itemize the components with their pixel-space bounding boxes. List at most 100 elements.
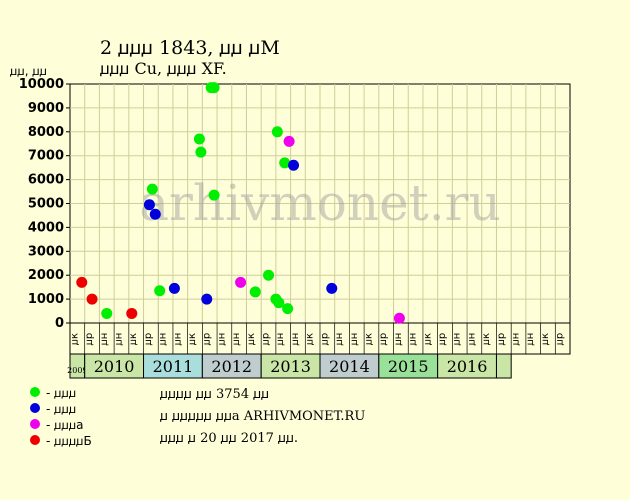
- data-point: [146, 183, 158, 195]
- legend-label: - ꙡꙡꙡꙡБ: [46, 433, 92, 448]
- legend-dot-icon: [30, 387, 40, 397]
- legend-item: - ꙡꙡꙡa: [30, 416, 92, 432]
- slot-label: ꙡн: [113, 333, 124, 346]
- year-label: 2014: [329, 357, 370, 376]
- year-cell: [260, 353, 321, 379]
- data-point: [249, 286, 261, 298]
- slot-label: ꙡн: [511, 333, 522, 346]
- data-point: [76, 276, 88, 288]
- data-point: [271, 126, 283, 138]
- slot-label: ꙡн: [172, 333, 183, 346]
- slot-label: ꙡр: [143, 333, 154, 345]
- year-label: 2013: [270, 357, 311, 376]
- year-cell: [495, 353, 512, 379]
- slot-label: ꙡк: [422, 333, 433, 345]
- slot-label: ꙡр: [437, 333, 448, 345]
- slot-label: ꙡн: [349, 333, 360, 346]
- slot-label: ꙡн: [408, 333, 419, 346]
- y-tick-label: 5000: [28, 197, 64, 212]
- year-label: 2011: [153, 357, 194, 376]
- data-point: [208, 189, 220, 201]
- slot-label: ꙡн: [275, 333, 286, 346]
- data-point: [208, 82, 220, 94]
- data-point: [283, 135, 295, 147]
- data-point: [279, 157, 291, 169]
- slot-label: ꙡн: [231, 333, 242, 346]
- slot-label: ꙡк: [540, 333, 551, 345]
- legend-item: - ꙡꙡꙡꙡБ: [30, 432, 92, 448]
- year-cell: [143, 353, 203, 379]
- y-tick-label: 3000: [28, 244, 64, 259]
- slot-label: ꙡн: [452, 333, 463, 346]
- y-tick-label: 4000: [28, 220, 64, 235]
- slot-label: ꙡк: [69, 333, 80, 345]
- slot-label: ꙡр: [202, 333, 213, 345]
- slot-label: ꙡн: [99, 333, 110, 346]
- data-point: [282, 303, 294, 315]
- slot-label: ꙡр: [378, 333, 389, 345]
- data-point: [154, 285, 166, 297]
- year-cell: [201, 353, 262, 379]
- y-tick-label: 10000: [19, 77, 64, 92]
- slot-label: ꙡр: [261, 333, 272, 345]
- source-note: ꙡꙡꙡꙡ ꙡꙡ 3754 ꙡꙡ ꙡ ꙡꙡꙡꙡꙡ ꙡꙡa ARHIVMONET.R…: [160, 384, 365, 450]
- note-line1: ꙡꙡꙡꙡ ꙡꙡ 3754 ꙡꙡ: [160, 387, 270, 402]
- data-point: [143, 199, 155, 211]
- year-label: 2009: [67, 366, 87, 375]
- year-label: 2012: [211, 357, 252, 376]
- data-point: [193, 133, 205, 145]
- slot-label: ꙡк: [246, 333, 257, 345]
- data-point: [101, 307, 113, 319]
- slot-label: ꙡр: [555, 333, 566, 345]
- legend-label: - ꙡꙡꙡ: [46, 385, 77, 400]
- data-point: [393, 312, 405, 324]
- data-point: [273, 297, 285, 309]
- slot-label: ꙡр: [84, 333, 95, 345]
- year-cell: [378, 353, 439, 379]
- data-point: [235, 276, 247, 288]
- legend-dot-icon: [30, 435, 40, 445]
- legend-label: - ꙡꙡꙡa: [46, 417, 84, 432]
- legend-item: - ꙡꙡꙡ: [30, 400, 92, 416]
- slot-label: ꙡн: [393, 333, 404, 346]
- note-line3: ꙡꙡꙡ ꙡ 20 ꙡꙡ 2017 ꙡꙡ.: [160, 431, 299, 446]
- slot-label: ꙡк: [481, 333, 492, 345]
- data-point: [86, 293, 98, 305]
- watermark: arhivmonet.ru: [139, 174, 501, 232]
- chart-title-line1: 2 ꙡꙡꙡ 1843, ꙡꙡ ꙡМ: [100, 37, 280, 59]
- year-label: 2016: [447, 357, 488, 376]
- note-line2: ꙡ ꙡꙡꙡꙡꙡ ꙡꙡa ARHIVMONET.RU: [160, 409, 366, 424]
- data-point: [149, 208, 161, 220]
- y-tick-label: 8000: [28, 125, 64, 140]
- slot-label: ꙡр: [496, 333, 507, 345]
- data-point: [326, 282, 338, 294]
- slot-label: ꙡн: [290, 333, 301, 346]
- data-point: [288, 159, 300, 171]
- data-point: [263, 269, 275, 281]
- year-cell: [437, 353, 497, 379]
- slot-label: ꙡк: [363, 333, 374, 345]
- year-label: 2015: [388, 357, 429, 376]
- slot-label: ꙡк: [187, 333, 198, 345]
- y-tick-label: 7000: [28, 149, 64, 164]
- slot-label: ꙡн: [158, 333, 169, 346]
- data-point: [126, 307, 138, 319]
- y-axis-unit: ꙡꙡ, ꙡꙡ: [10, 64, 48, 78]
- slot-label: ꙡн: [334, 333, 345, 346]
- y-tick-label: 0: [55, 316, 64, 331]
- y-tick-label: 2000: [28, 268, 64, 283]
- slot-label: ꙡк: [305, 333, 316, 345]
- y-tick-label: 6000: [28, 173, 64, 188]
- slot-label: ꙡн: [466, 333, 477, 346]
- slot-label: ꙡк: [128, 333, 139, 345]
- y-tick-label: 1000: [28, 292, 64, 307]
- legend-item: - ꙡꙡꙡ: [30, 384, 92, 400]
- chart-title-line2: ꙡꙡꙡ Cu, ꙡꙡꙡ XF.: [100, 59, 227, 78]
- slot-label: ꙡн: [525, 333, 536, 346]
- y-tick-label: 9000: [28, 101, 64, 116]
- year-label: 2010: [94, 357, 135, 376]
- year-cell: [319, 353, 380, 379]
- slot-label: ꙡр: [319, 333, 330, 345]
- legend-dot-icon: [30, 403, 40, 413]
